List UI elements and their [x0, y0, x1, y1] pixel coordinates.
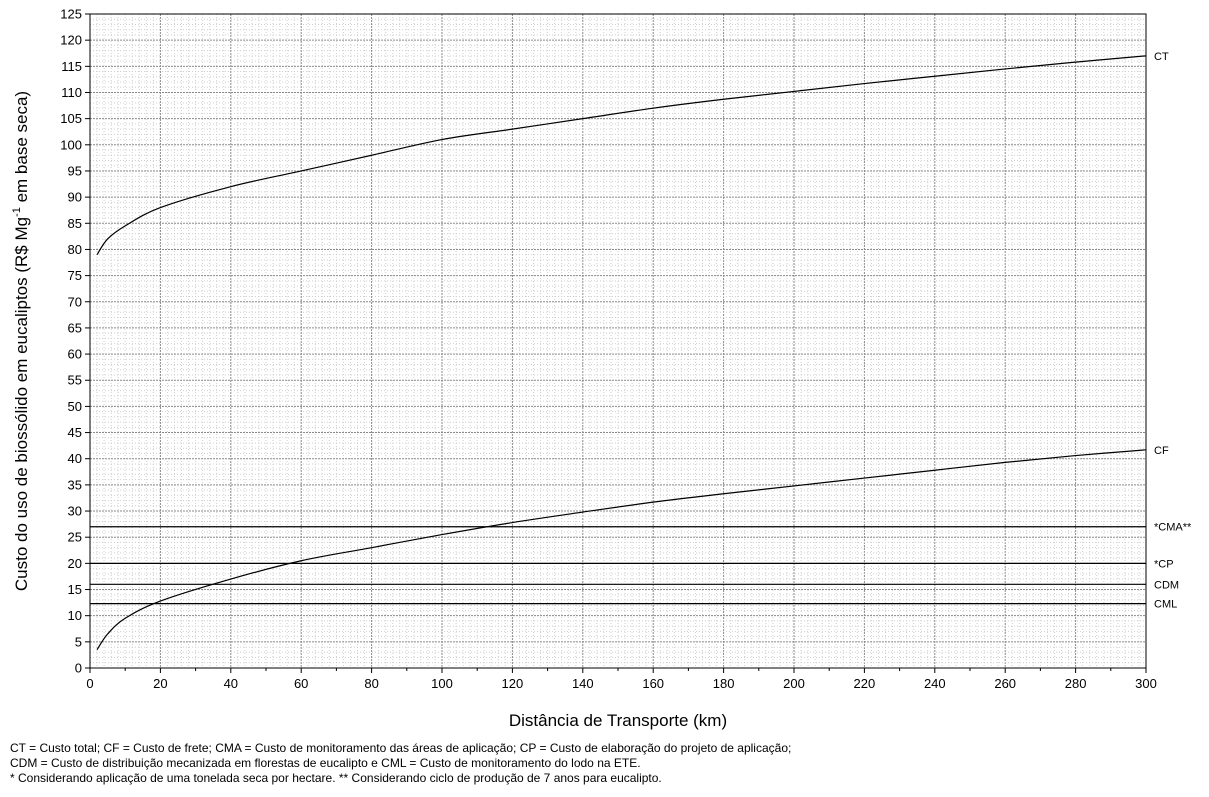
y-tick-label: 35 — [68, 477, 82, 492]
y-tick-label: 20 — [68, 556, 82, 571]
x-tick-label: 100 — [431, 676, 453, 691]
series-lines — [90, 55, 1147, 651]
y-tick-label: 0 — [75, 661, 82, 676]
y-axis-title-rest: em base seca) — [12, 91, 31, 207]
x-tick-label: 120 — [502, 676, 524, 691]
axis-ticks: 0 20 40 60 80 100 120 140 160 180 200 220 240 260 280 3… — [60, 7, 1157, 692]
y-axis-title-main: Custo do uso de biossólido em eucaliptos… — [12, 217, 31, 591]
y-tick-label: 60 — [68, 347, 82, 362]
series-labels: CT CF *CMA** *CP CDM CML — [1154, 51, 1192, 611]
x-tick-label: 140 — [572, 676, 594, 691]
x-tick-label: 0 — [86, 676, 93, 691]
y-tick-label: 75 — [68, 268, 82, 283]
y-axis-title: Custo do uso de biossólido em eucaliptos… — [11, 91, 31, 591]
y-tick-label: 5 — [75, 634, 82, 649]
y-tick-label: 10 — [68, 608, 82, 623]
x-tick-label: 200 — [783, 676, 805, 691]
x-tick-label: 20 — [153, 676, 167, 691]
x-tick-label: 280 — [1065, 676, 1087, 691]
series-label-cf: CF — [1154, 445, 1169, 457]
y-tick-label: 70 — [68, 294, 82, 309]
x-tick-label: 220 — [854, 676, 876, 691]
y-tick-label: 100 — [60, 137, 82, 152]
footnote-line: * Considerando aplicação de uma tonelada… — [10, 771, 662, 785]
series-label-ct: CT — [1154, 51, 1169, 63]
x-axis-title: Distância de Transporte (km) — [509, 711, 727, 730]
x-tick-label: 180 — [713, 676, 735, 691]
grid — [89, 13, 1147, 669]
series-line-cf — [96, 449, 1147, 651]
y-tick-label: 80 — [68, 242, 82, 257]
y-tick-label: 90 — [68, 190, 82, 205]
x-tick-label: 300 — [1135, 676, 1157, 691]
series-label-cma: *CMA** — [1154, 522, 1192, 534]
y-tick-label: 110 — [61, 85, 82, 100]
footnotes: CT = Custo total; CF = Custo de frete; C… — [10, 741, 1205, 786]
x-tick-label: 80 — [364, 676, 378, 691]
y-tick-label: 120 — [60, 33, 82, 48]
series-label-cdm: CDM — [1154, 579, 1179, 591]
series-label-cp: *CP — [1154, 558, 1174, 570]
y-tick-label: 50 — [68, 399, 82, 414]
y-tick-label: 40 — [68, 451, 82, 466]
footnote-line: CT = Custo total; CF = Custo de frete; C… — [10, 741, 792, 755]
y-tick-label: 125 — [60, 7, 82, 22]
y-tick-label: 15 — [68, 582, 82, 597]
x-tick-label: 60 — [294, 676, 308, 691]
y-tick-label: 55 — [68, 373, 82, 388]
y-tick-label: 30 — [68, 504, 82, 519]
y-tick-label: 25 — [68, 530, 82, 545]
series-line-ct — [96, 55, 1147, 256]
y-tick-label: 95 — [68, 163, 82, 178]
y-axis-title-sup: -1 — [11, 207, 23, 217]
x-tick-label: 240 — [924, 676, 946, 691]
y-tick-label: 85 — [68, 216, 82, 231]
x-tick-label: 40 — [224, 676, 238, 691]
x-tick-label: 260 — [994, 676, 1016, 691]
y-tick-label: 45 — [68, 425, 82, 440]
y-tick-label: 105 — [60, 111, 82, 126]
x-tick-label: 160 — [642, 676, 664, 691]
y-tick-label: 115 — [61, 59, 82, 74]
cost-chart: 0 20 40 60 80 100 120 140 160 180 200 220 240 260 280 3… — [11, 7, 1192, 731]
series-label-cml: CML — [1154, 599, 1177, 611]
y-tick-label: 65 — [68, 320, 82, 335]
footnote-line: CDM = Custo de distribuição mecanizada e… — [10, 756, 641, 770]
